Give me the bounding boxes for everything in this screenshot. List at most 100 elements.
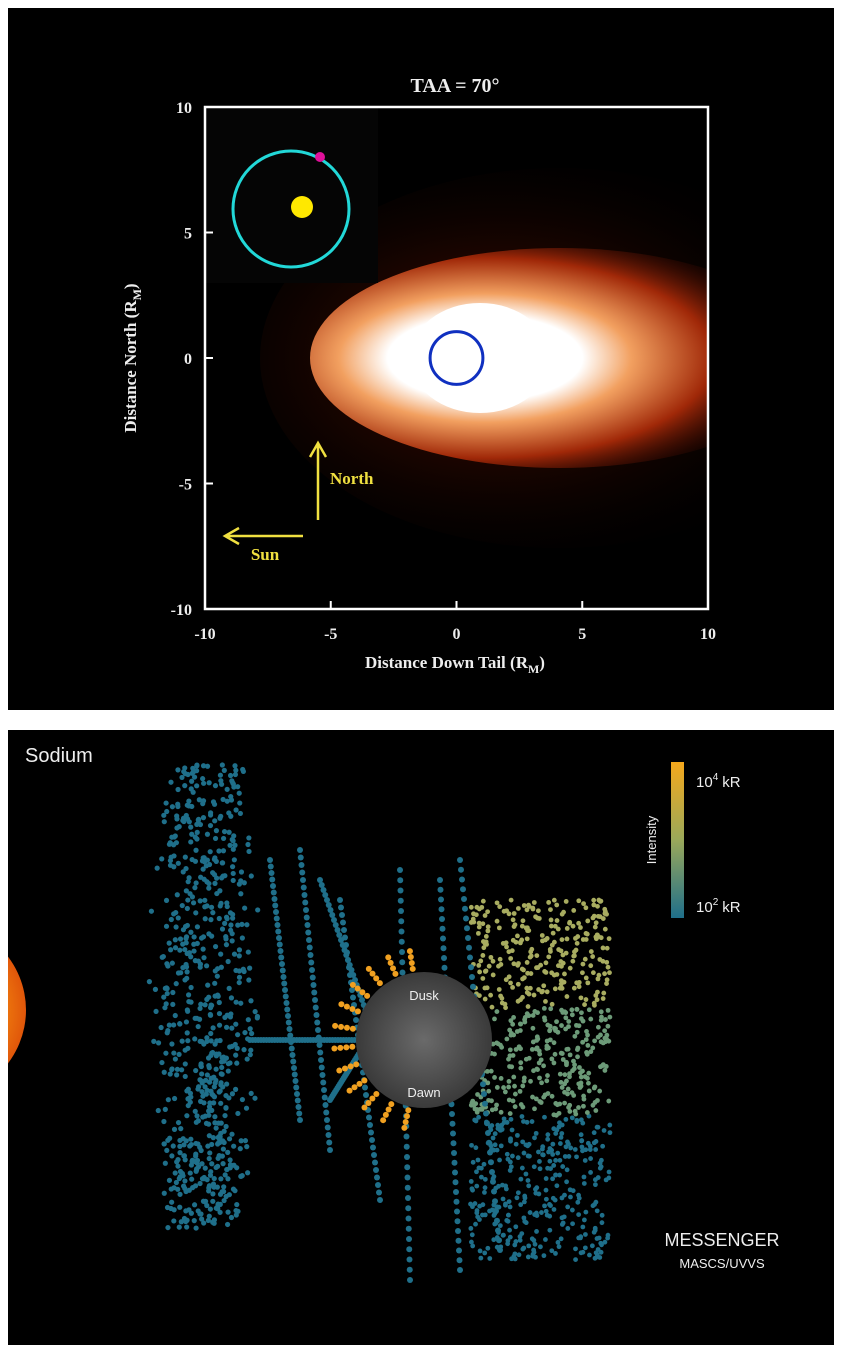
- dot: [203, 1114, 208, 1119]
- dot: [248, 1026, 253, 1031]
- dot: [565, 1092, 570, 1097]
- dot: [457, 857, 463, 863]
- dot: [222, 829, 227, 834]
- dot: [221, 836, 226, 841]
- dot: [347, 972, 353, 978]
- dot: [171, 853, 176, 858]
- dot: [490, 1179, 496, 1185]
- dot: [185, 951, 190, 956]
- dot: [189, 1177, 194, 1182]
- dot: [185, 897, 190, 902]
- dot: [246, 835, 251, 840]
- dot: [162, 1070, 167, 1075]
- dot: [290, 1052, 296, 1058]
- dot: [175, 892, 180, 897]
- dot: [399, 949, 405, 955]
- dot: [227, 1136, 232, 1141]
- dot: [405, 1195, 411, 1201]
- dot: [560, 1215, 565, 1220]
- dot: [206, 886, 211, 891]
- dot: [194, 1166, 199, 1171]
- dot: [492, 1075, 497, 1080]
- dot: [373, 975, 379, 981]
- dot: [196, 820, 201, 825]
- dot: [284, 1000, 290, 1006]
- dot: [213, 836, 218, 841]
- dot: [520, 967, 525, 972]
- dot: [155, 866, 160, 871]
- dot: [164, 800, 169, 805]
- dot: [499, 1045, 504, 1050]
- dot: [595, 990, 600, 995]
- dot: [525, 907, 530, 912]
- dot: [581, 1250, 586, 1255]
- dot: [174, 924, 179, 929]
- dot: [356, 1081, 362, 1087]
- dot: [227, 843, 232, 848]
- dot: [349, 987, 355, 993]
- dot: [543, 1237, 548, 1242]
- dot: [241, 967, 246, 972]
- dot: [548, 1203, 553, 1208]
- dot: [596, 1025, 601, 1030]
- dot: [349, 1006, 355, 1012]
- dot: [508, 1111, 513, 1116]
- dot: [545, 1137, 550, 1142]
- dot: [174, 840, 179, 845]
- dot: [210, 1199, 215, 1204]
- dot: [538, 1166, 543, 1171]
- dot: [398, 908, 404, 914]
- dot: [562, 1101, 567, 1106]
- dot: [344, 950, 350, 956]
- dot: [184, 1019, 189, 1024]
- dot: [576, 1105, 581, 1110]
- dot: [235, 1111, 240, 1116]
- dot: [600, 1144, 605, 1149]
- dot: [537, 1159, 542, 1164]
- dot: [223, 1106, 228, 1111]
- dot: [539, 1100, 544, 1105]
- dot: [224, 942, 229, 947]
- dot: [383, 1112, 389, 1118]
- dot: [522, 1151, 527, 1156]
- dot: [269, 877, 275, 883]
- dot: [568, 1195, 573, 1200]
- dot: [524, 986, 529, 991]
- dot: [578, 1235, 583, 1240]
- dot: [406, 1226, 412, 1232]
- dot: [486, 1140, 492, 1146]
- dot: [608, 1130, 613, 1135]
- dot: [508, 1047, 513, 1052]
- dot: [153, 987, 158, 992]
- dot: [205, 1088, 210, 1093]
- dot: [572, 1034, 577, 1039]
- dot: [275, 929, 281, 935]
- dot: [515, 934, 520, 939]
- dot: [442, 965, 448, 971]
- dot: [332, 1023, 338, 1029]
- dot: [601, 996, 606, 1001]
- dot: [452, 1170, 458, 1176]
- dot: [484, 934, 489, 939]
- dot: [209, 905, 214, 910]
- dot: [564, 1047, 569, 1052]
- dot: [600, 1213, 605, 1218]
- dot: [226, 1068, 231, 1073]
- dot: [535, 1067, 540, 1072]
- dot: [441, 955, 447, 961]
- dot: [580, 1040, 585, 1045]
- dot: [220, 926, 225, 931]
- dot: [584, 1050, 589, 1055]
- dot: [322, 1095, 328, 1101]
- dot: [233, 1208, 238, 1213]
- dot: [559, 1023, 564, 1028]
- dot: [306, 937, 312, 943]
- dot: [495, 1148, 500, 1153]
- dot: [539, 1210, 544, 1215]
- dot: [453, 1179, 459, 1185]
- dot: [562, 1009, 567, 1014]
- dot: [171, 1050, 176, 1055]
- dot: [186, 1207, 191, 1212]
- dot: [574, 1154, 579, 1159]
- dot: [239, 869, 244, 874]
